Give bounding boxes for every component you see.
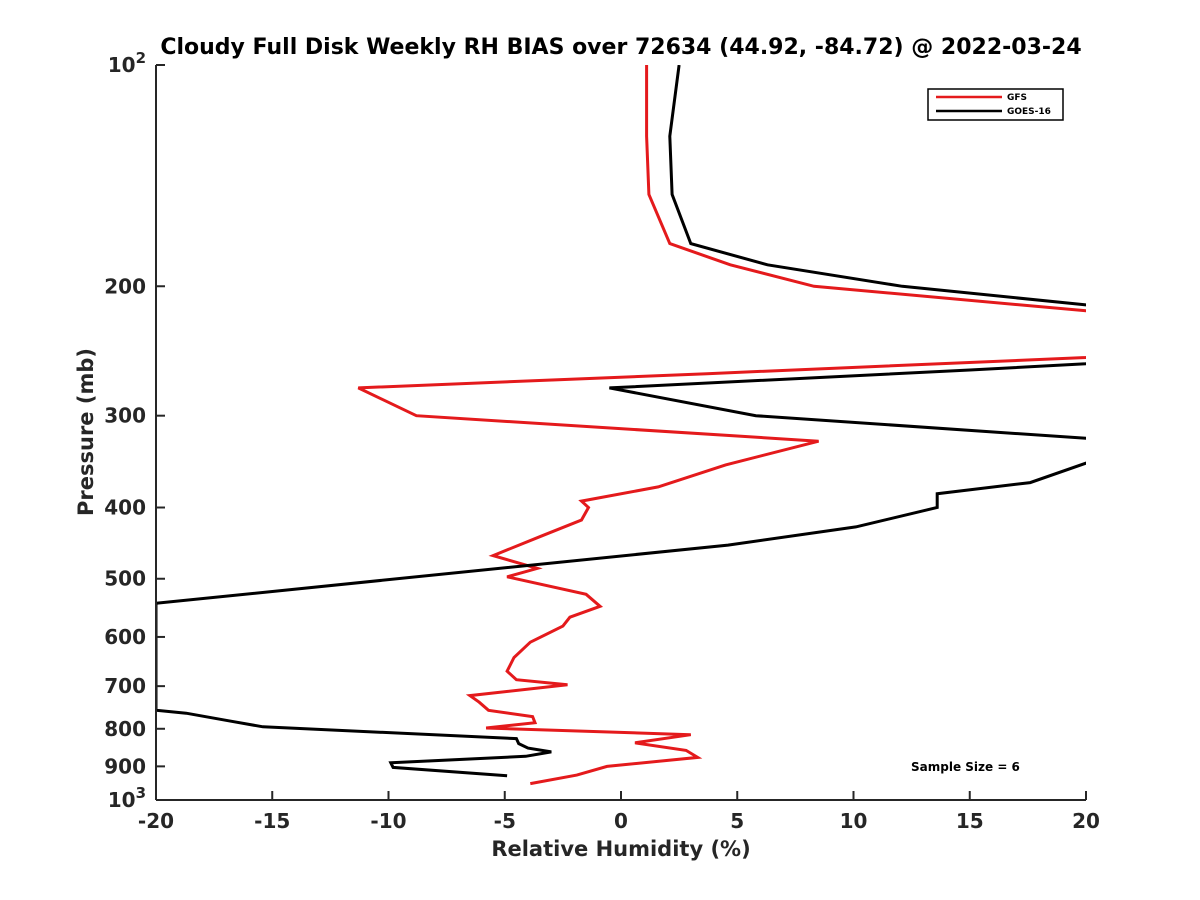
y-tick-label: 900 [104,754,146,778]
series-line-1 [156,65,1086,778]
y-tick-label: 200 [104,274,146,298]
x-tick-label: 15 [956,809,984,833]
x-tick-label: -5 [494,809,516,833]
y-tick-label: 103 [108,784,146,812]
series-layer [156,65,1086,786]
y-tick-label: 400 [104,496,146,520]
y-tick-label: 102 [108,49,146,77]
y-tick-label: 300 [104,404,146,428]
y-ticks: 102 200 300 400 500 600 700 800 900 103 [104,49,165,812]
series-line-0 [357,65,1086,786]
x-ticks: -20 -15 -10 -5 0 5 10 15 20 [138,791,1100,833]
x-tick-label: -10 [370,809,406,833]
x-tick-label: 10 [840,809,868,833]
y-axis-label: Pressure (mb) [74,348,98,516]
x-tick-label: 5 [730,809,744,833]
legend-label-gfs: GFS [1007,93,1027,103]
legend-box [927,88,1064,121]
chart-title: Cloudy Full Disk Weekly RH BIAS over 726… [160,35,1081,60]
plot-area [156,65,1086,800]
y-tick-label: 700 [104,674,146,698]
x-tick-label: -15 [254,809,290,833]
y-tick-label: 800 [104,717,146,741]
y-tick-label: 500 [104,567,146,591]
legend: GFS GOES-16 [927,88,1064,121]
sample-size-annotation: Sample Size = 6 [911,760,1020,774]
y-tick-label: 600 [104,625,146,649]
x-axis-label: Relative Humidity (%) [491,837,750,861]
x-tick-label: 20 [1072,809,1100,833]
x-tick-label: -20 [138,809,174,833]
legend-label-goes16: GOES-16 [1007,107,1051,117]
x-tick-label: 0 [614,809,628,833]
